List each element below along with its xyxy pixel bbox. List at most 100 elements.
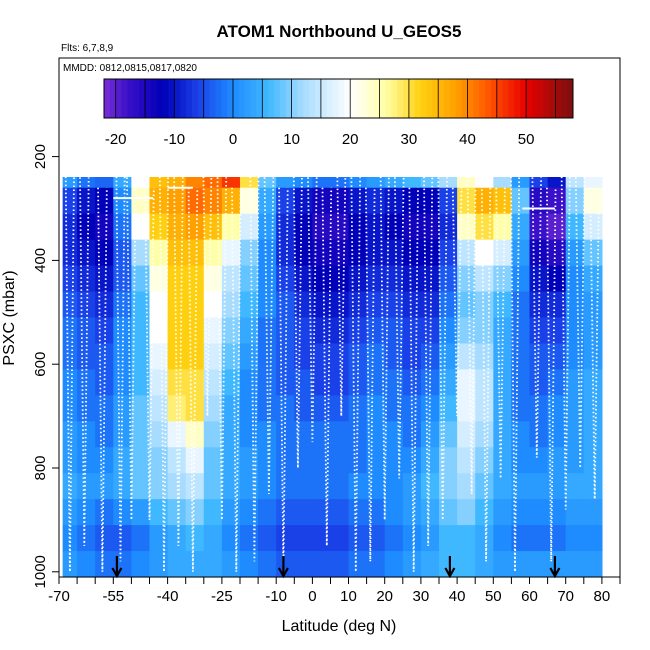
heatmap-cell <box>294 499 313 526</box>
heatmap-cell <box>131 473 151 500</box>
colorbar-tick-label: 30 <box>401 131 418 148</box>
heatmap-cell <box>565 447 585 474</box>
heatmap-cell <box>312 187 332 215</box>
heatmap-cell <box>221 213 241 241</box>
heatmap-cell <box>475 343 494 370</box>
heatmap-cell <box>131 187 151 215</box>
heatmap-cell <box>239 343 259 370</box>
heatmap-cell <box>149 213 169 241</box>
y-axis: 200 400 600 800 1000 <box>32 144 59 588</box>
heatmap-cell <box>511 473 531 500</box>
heatmap-cell <box>330 239 350 267</box>
heatmap-cell <box>312 369 332 396</box>
colorbar-segment <box>232 79 240 118</box>
x-tick-label: 80 <box>594 588 611 605</box>
heatmap-cell <box>203 525 223 552</box>
heatmap-cell <box>203 499 223 526</box>
heatmap-cell <box>95 239 114 267</box>
heatmap-cell <box>276 291 295 319</box>
heatmap-cell <box>77 265 96 293</box>
heatmap-cell <box>239 239 259 267</box>
heatmap-cell <box>77 369 96 396</box>
heatmap-cell <box>348 369 368 396</box>
heatmap-cell <box>529 213 549 241</box>
heatmap-cell <box>221 421 241 448</box>
heatmap-cell <box>420 447 440 474</box>
heatmap-cell <box>366 317 386 345</box>
heatmap-cell <box>185 525 205 552</box>
heatmap-cell <box>62 213 78 241</box>
colorbar-tick-label: 40 <box>459 131 476 148</box>
heatmap-cell <box>402 265 422 293</box>
heatmap-cell <box>529 551 549 578</box>
colorbar-segment <box>455 79 463 118</box>
heatmap-cell <box>149 187 169 215</box>
heatmap-cell <box>294 317 313 345</box>
heatmap-cell <box>239 499 259 526</box>
heatmap-cell <box>511 187 531 215</box>
heatmap-cell <box>511 265 531 293</box>
heatmap-cell <box>185 499 205 526</box>
heatmap-cell <box>77 525 96 552</box>
heatmap-cell <box>149 551 169 578</box>
heatmap-cell <box>167 291 187 319</box>
x-tick-label: 30 <box>413 588 430 605</box>
heatmap-cell <box>457 213 476 241</box>
colorbar-segment <box>238 79 246 118</box>
flight-arrow-head <box>444 567 456 579</box>
heatmap-cell <box>330 525 350 552</box>
flights-note: Flts: 6,7,8,9 <box>61 43 114 54</box>
heatmap-cell <box>511 525 531 552</box>
heatmap-cell <box>330 369 350 396</box>
heatmap-cell <box>547 239 567 267</box>
colorbar-segment <box>227 79 234 118</box>
heatmap-cell <box>221 447 241 474</box>
colorbar-segment <box>485 79 492 118</box>
heatmap-cell <box>276 213 295 241</box>
heatmap-cell <box>258 395 277 422</box>
heatmap-cell <box>402 317 422 345</box>
colorbar-segment <box>150 79 158 118</box>
heatmap-cell <box>294 551 313 578</box>
heatmap-cell <box>366 369 386 396</box>
heatmap-cell <box>294 473 313 500</box>
heatmap-cell <box>77 213 96 241</box>
heatmap-cell <box>402 421 422 448</box>
heatmap-cell <box>547 343 567 370</box>
heatmap-cell <box>294 291 313 319</box>
heatmap-cell <box>312 213 332 241</box>
heatmap-cell <box>330 551 350 578</box>
colorbar-segment <box>520 79 527 118</box>
heatmap-cell <box>511 369 531 396</box>
colorbar-segment <box>402 79 410 118</box>
heatmap-cell <box>457 473 476 500</box>
heatmap-cell <box>384 265 404 293</box>
colorbar-segment <box>315 79 322 118</box>
heatmap-cell <box>149 395 169 422</box>
heatmap-cell <box>167 213 187 241</box>
heatmap-cell <box>330 421 350 448</box>
colorbar-segment <box>461 79 468 118</box>
heatmap-cell <box>583 499 603 526</box>
heatmap-cell <box>221 369 241 396</box>
heatmap-cell <box>511 421 531 448</box>
heatmap-cell <box>167 447 187 474</box>
colorbar-segment <box>309 79 316 118</box>
heatmap-cell <box>529 525 549 552</box>
colorbar-segment <box>256 79 263 118</box>
heatmap-cell <box>348 525 368 552</box>
heatmap-cell <box>384 525 404 552</box>
heatmap-cell <box>366 213 386 241</box>
heatmap-cell <box>493 213 513 241</box>
heatmap-cell <box>384 291 404 319</box>
heatmap-cell <box>221 395 241 422</box>
heatmap-cell <box>203 317 223 345</box>
heatmap-cell <box>62 447 78 474</box>
heatmap-cell <box>493 551 513 578</box>
colorbar-segment <box>338 79 345 118</box>
heatmap-cell <box>493 473 513 500</box>
colorbar-segment <box>356 79 363 118</box>
heatmap-cell <box>239 265 259 293</box>
heatmap-cell <box>475 551 494 578</box>
heatmap-cell <box>475 447 494 474</box>
